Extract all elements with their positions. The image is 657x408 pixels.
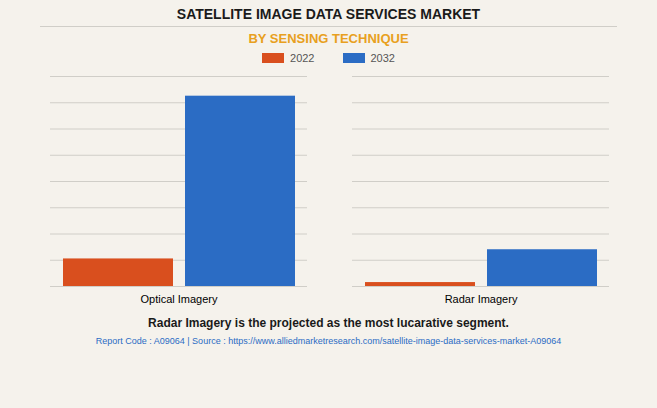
svg-text:Radar Imagery: Radar Imagery	[444, 293, 517, 305]
svg-text:Optical Imagery: Optical Imagery	[140, 293, 218, 305]
html-text:2032: 2032	[370, 52, 395, 64]
html-text:Radar Imagery is the projected: Radar Imagery is the projected as the mo…	[148, 316, 509, 330]
html-text:2022: 2022	[290, 52, 315, 64]
html-text:BY SENSING TECHNIQUE: BY SENSING TECHNIQUE	[248, 31, 409, 46]
html-text:Report Code : A09064 | Source: Report Code : A09064 | Source : https://…	[95, 336, 562, 346]
html-text:SATELLITE IMAGE DATA SERVICES: SATELLITE IMAGE DATA SERVICES MARKET	[176, 6, 481, 22]
